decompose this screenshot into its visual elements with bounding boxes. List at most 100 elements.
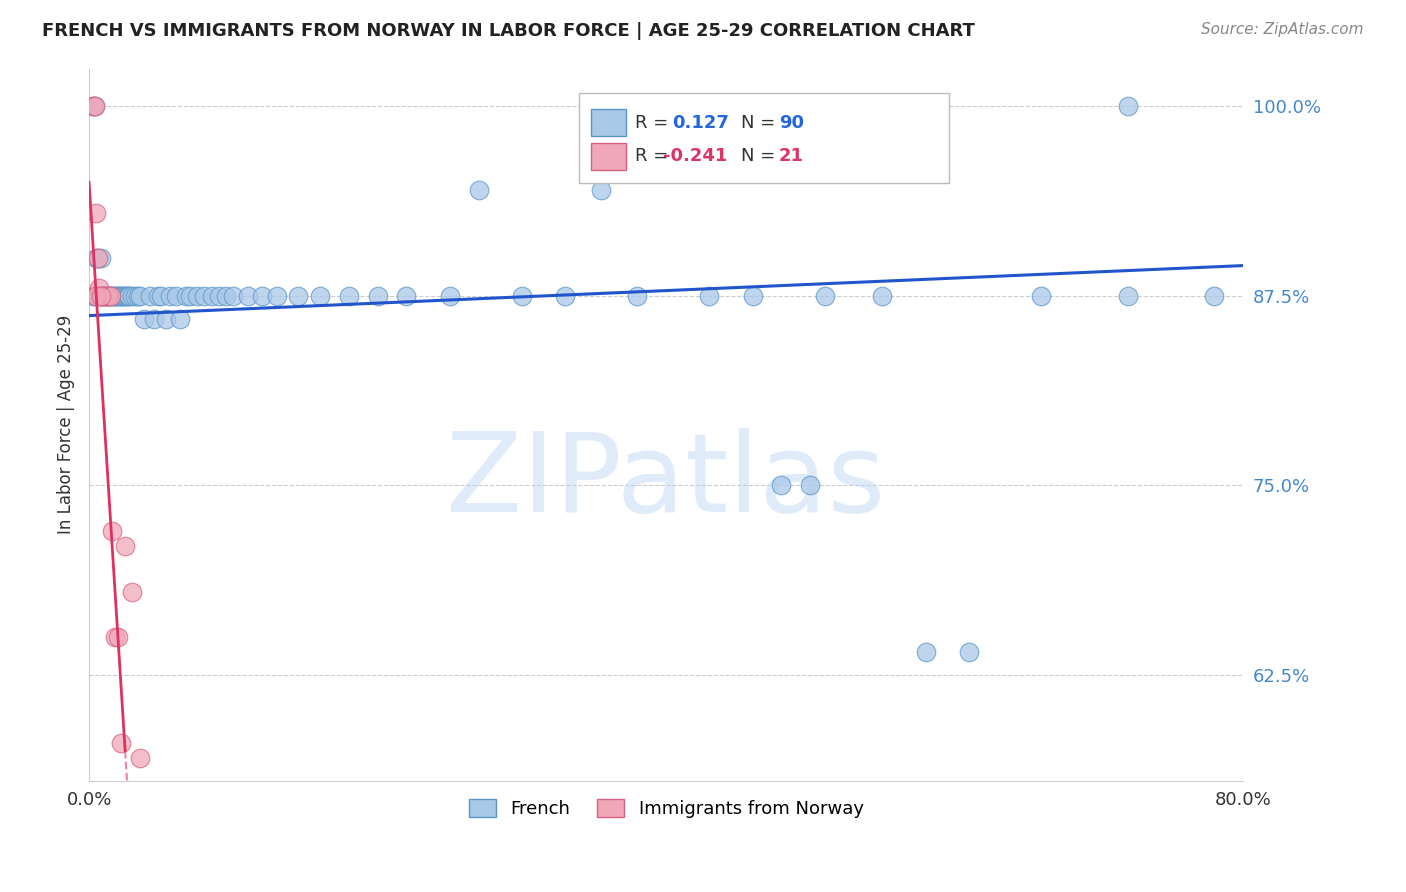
Point [89, 281, 111, 295]
Point [467, 183, 489, 197]
Point [87, 251, 110, 265]
Point [84, 289, 107, 303]
Point [128, 289, 150, 303]
Text: Source: ZipAtlas.com: Source: ZipAtlas.com [1201, 22, 1364, 37]
Point [155, 311, 177, 326]
Point [510, 289, 533, 303]
Point [174, 289, 197, 303]
Point [159, 289, 181, 303]
Text: R =: R = [636, 147, 668, 165]
Point [165, 289, 187, 303]
Point [150, 289, 173, 303]
Point [90, 289, 112, 303]
Point [97, 289, 120, 303]
Point [554, 289, 576, 303]
Point [148, 289, 170, 303]
Point [101, 524, 124, 538]
Point [250, 289, 273, 303]
Text: FRENCH VS IMMIGRANTS FROM NORWAY IN LABOR FORCE | AGE 25-29 CORRELATION CHART: FRENCH VS IMMIGRANTS FROM NORWAY IN LABO… [42, 22, 974, 40]
Point [236, 289, 259, 303]
Point [395, 289, 418, 303]
Point [439, 289, 461, 303]
Point [93, 289, 115, 303]
Point [287, 289, 309, 303]
Point [108, 289, 131, 303]
Point [82, 289, 104, 303]
Text: 0.127: 0.127 [672, 113, 728, 132]
Point [193, 289, 215, 303]
Text: R =: R = [636, 113, 668, 132]
Point [222, 289, 245, 303]
Point [143, 311, 166, 326]
Text: 21: 21 [779, 147, 804, 165]
Point [83, 289, 105, 303]
Point [308, 289, 330, 303]
Point [89, 289, 111, 303]
Point [128, 751, 150, 765]
Y-axis label: In Labor Force | Age 25-29: In Labor Force | Age 25-29 [58, 315, 75, 534]
Point [104, 630, 127, 644]
Point [91, 289, 114, 303]
Point [179, 289, 201, 303]
Point [114, 539, 136, 553]
Point [872, 289, 894, 303]
Point [114, 289, 136, 303]
Point [132, 311, 155, 326]
Point [118, 289, 141, 303]
Point [83, 99, 105, 113]
Point [101, 289, 124, 303]
Point [741, 289, 763, 303]
Point [626, 289, 648, 303]
Bar [591, 109, 626, 136]
Bar [591, 143, 626, 169]
Point [215, 289, 238, 303]
Point [87, 251, 110, 265]
Point [91, 289, 114, 303]
Point [110, 736, 132, 750]
Point [100, 289, 122, 303]
Point [367, 289, 389, 303]
Point [97, 289, 120, 303]
Point [105, 289, 128, 303]
Point [117, 289, 139, 303]
Point [100, 289, 122, 303]
Point [1204, 289, 1226, 303]
Point [1116, 99, 1139, 113]
Text: N =: N = [741, 147, 775, 165]
Point [814, 289, 837, 303]
Point [914, 645, 936, 659]
Point [83, 99, 105, 113]
Point [799, 478, 821, 492]
Point [93, 289, 115, 303]
Point [957, 645, 980, 659]
Point [1340, 99, 1362, 113]
Point [115, 289, 138, 303]
Point [96, 289, 118, 303]
Point [112, 289, 135, 303]
Point [1116, 289, 1139, 303]
Point [121, 289, 143, 303]
Legend: French, Immigrants from Norway: French, Immigrants from Norway [461, 791, 870, 825]
Point [96, 289, 118, 303]
Text: N =: N = [741, 113, 775, 132]
Point [121, 584, 143, 599]
Point [697, 289, 720, 303]
Point [104, 289, 127, 303]
Point [208, 289, 231, 303]
Point [127, 289, 149, 303]
Point [201, 289, 224, 303]
Text: ZIPatlas: ZIPatlas [446, 428, 886, 535]
Point [107, 630, 129, 644]
Point [124, 289, 146, 303]
Point [186, 289, 208, 303]
Point [110, 289, 132, 303]
Point [107, 289, 129, 303]
Point [266, 289, 288, 303]
FancyBboxPatch shape [579, 94, 949, 183]
Point [84, 205, 107, 219]
Point [770, 478, 793, 492]
Point [90, 289, 112, 303]
Point [98, 289, 121, 303]
Point [84, 251, 107, 265]
Point [111, 289, 134, 303]
